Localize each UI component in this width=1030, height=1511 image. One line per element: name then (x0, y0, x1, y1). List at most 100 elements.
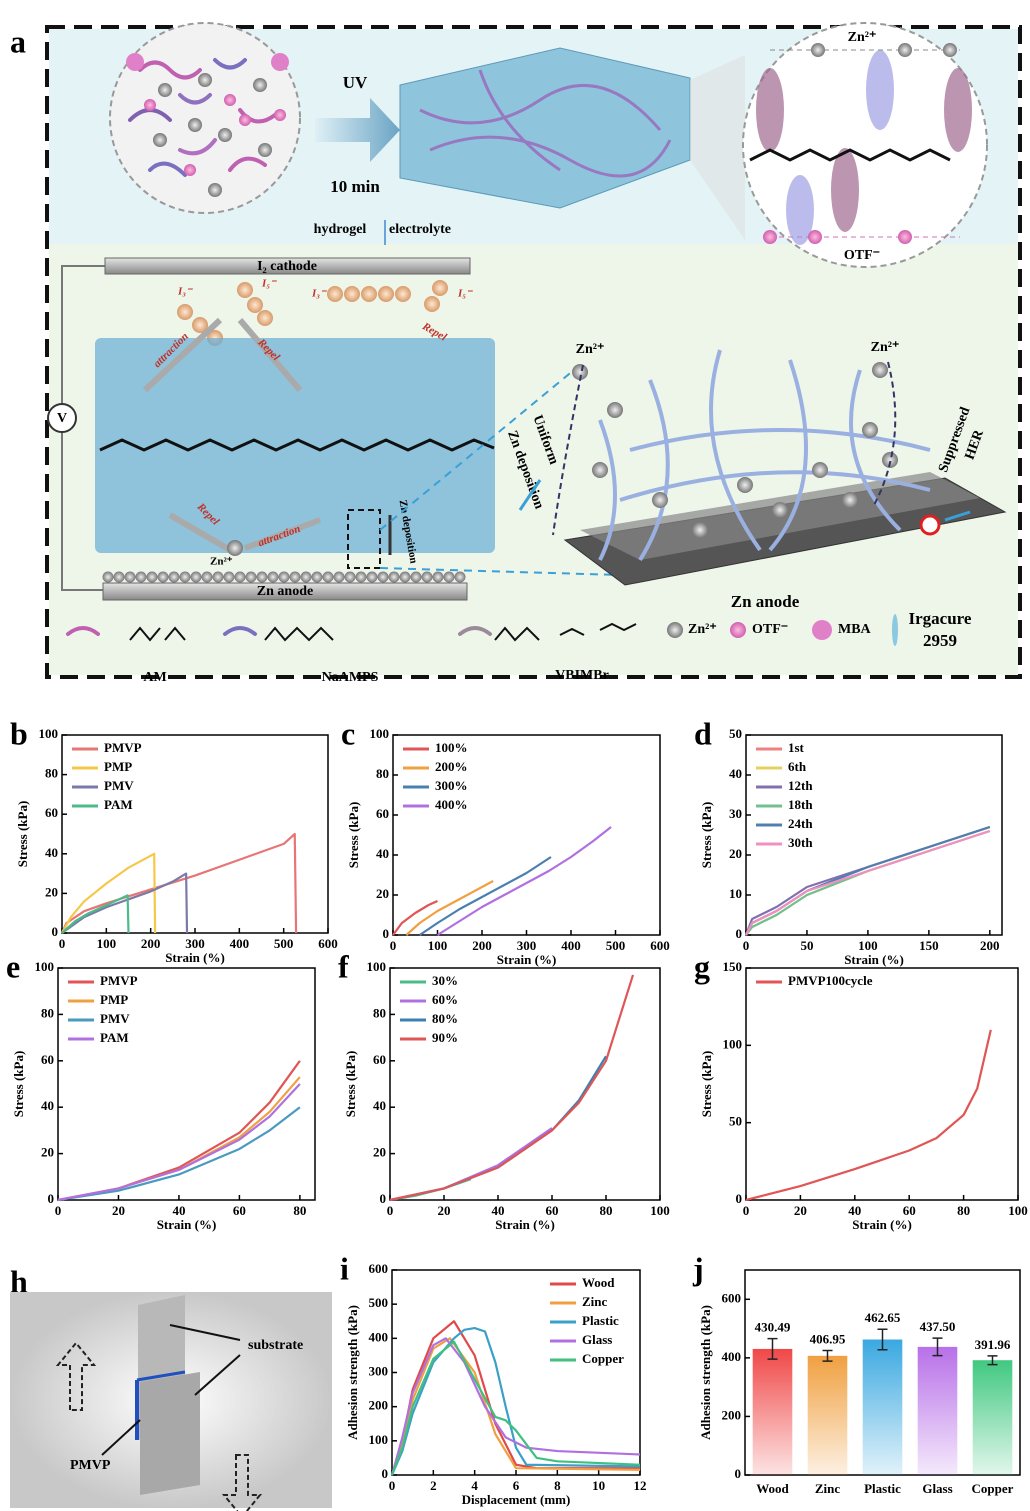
y-tick-label: 0 (736, 1191, 743, 1206)
x-tick-label: 150 (919, 938, 939, 953)
anode-ball (256, 571, 268, 583)
y-tick-label: 500 (369, 1295, 389, 1310)
anode-ball (454, 571, 466, 583)
series-line (60, 832, 298, 934)
legend-label: Wood (582, 1275, 615, 1290)
y-tick-label: 0 (382, 1466, 389, 1481)
repel-chain (237, 318, 303, 392)
cathode (104, 257, 471, 275)
series-line (745, 829, 991, 936)
error-bar (767, 1337, 778, 1360)
y-tick-label: 100 (35, 959, 55, 974)
y-tick-label: 40 (376, 846, 389, 861)
series-line (57, 1106, 301, 1202)
y-axis-label: Stress (kPa) (11, 1051, 26, 1118)
legend-label: 400% (435, 797, 468, 812)
y-tick-label: 40 (41, 1098, 54, 1113)
x-tick-label: 80 (600, 1203, 613, 1218)
anode-ball (300, 571, 312, 583)
inset-ellipse (756, 68, 784, 152)
x-tick-label: 0 (743, 938, 750, 953)
y-tick-label: 0 (380, 1191, 387, 1206)
bar (752, 1348, 793, 1475)
bar (807, 1355, 848, 1475)
y-axis-label: Stress (kPa) (699, 1051, 714, 1118)
inset-otf-label: OTF⁻ (844, 248, 880, 263)
legend-mba (812, 620, 832, 640)
x-tick-label: 100 (428, 938, 448, 953)
series-line (745, 829, 991, 936)
deposition-arrow (518, 479, 542, 511)
precursor-ions (126, 53, 289, 197)
anode-ball (311, 571, 323, 583)
anode-ball (234, 571, 246, 583)
y-tick-label: 100 (370, 726, 390, 741)
y-axis-label: Stress (kPa) (343, 1051, 358, 1118)
anode-ball (212, 571, 224, 583)
y-tick-label: 60 (373, 1052, 386, 1067)
x-axis-label: Strain (%) (497, 952, 557, 967)
anode-ball (113, 571, 125, 583)
panel-label: d (694, 715, 712, 751)
anode-ball (245, 571, 257, 583)
anode-ball (278, 571, 290, 583)
x-tick-label: 200 (472, 938, 492, 953)
x-tick-label: 10 (592, 1478, 605, 1493)
forbidden-icon (919, 514, 941, 536)
substrate-front (140, 1372, 200, 1495)
legend-irgacure (892, 614, 898, 646)
value-label: 391.96 (975, 1337, 1011, 1352)
polymer-chains (598, 349, 931, 562)
anode-ball (322, 571, 334, 583)
uv-label: UV (343, 73, 368, 92)
legend-label: 80% (432, 1011, 458, 1026)
x-tick-label: 60 (546, 1203, 559, 1218)
y-tick-label: 600 (369, 1261, 389, 1276)
x-axis-label: Strain (%) (495, 1217, 555, 1232)
anode (102, 582, 468, 601)
x-tick-label: 500 (274, 936, 294, 951)
x-tick-label: 200 (980, 938, 1000, 953)
y-tick-label: 600 (722, 1290, 742, 1305)
x-tick-label: 20 (112, 1203, 125, 1218)
voltmeter-label: V (57, 411, 67, 426)
y-tick-label: 150 (723, 959, 743, 974)
panel-label: b (10, 715, 28, 751)
series-line (61, 872, 189, 934)
zn-ion-label: Zn²⁺ (576, 342, 605, 357)
x-tick-label: 0 (389, 1478, 396, 1493)
y-axis-label: Adhesion strength (kPa) (345, 1305, 360, 1440)
panel-label: h (10, 1263, 28, 1299)
anode-ball (443, 571, 455, 583)
y-tick-label: 50 (729, 1114, 742, 1129)
series-line (389, 1127, 553, 1202)
legend-label: Copper (582, 1351, 624, 1366)
legend-label: PAM (100, 1030, 129, 1045)
inset-ellipse (866, 50, 894, 130)
hydrogel-network (419, 69, 672, 178)
panel-a-border (45, 25, 1022, 679)
series-line (392, 899, 438, 936)
anode-ball (135, 571, 147, 583)
x-tick-label: 100 (650, 1203, 670, 1218)
x-tick-label: 2 (430, 1478, 437, 1493)
ion-path (872, 361, 897, 508)
legend-label: Glass (582, 1332, 612, 1347)
series-line (405, 880, 494, 936)
x-tick-label: 0 (55, 1203, 62, 1218)
x-tick-label: Zinc (815, 1481, 841, 1496)
cathode-label: I₂ cathode (257, 259, 317, 274)
legend-label: 18th (788, 797, 813, 812)
anode-ball (333, 571, 345, 583)
anode-balls (102, 571, 466, 583)
anode-ball (377, 571, 389, 583)
y-tick-label: 30 (729, 806, 742, 821)
legend-label: NaAMPS (322, 670, 379, 685)
i3-label: I₃⁻ (311, 288, 327, 300)
y-tick-label: 400 (722, 1349, 742, 1364)
legend-otf (730, 622, 746, 638)
error-bar (932, 1337, 943, 1357)
legend-label: MBA (838, 622, 872, 637)
legend-label: AM (143, 670, 166, 685)
